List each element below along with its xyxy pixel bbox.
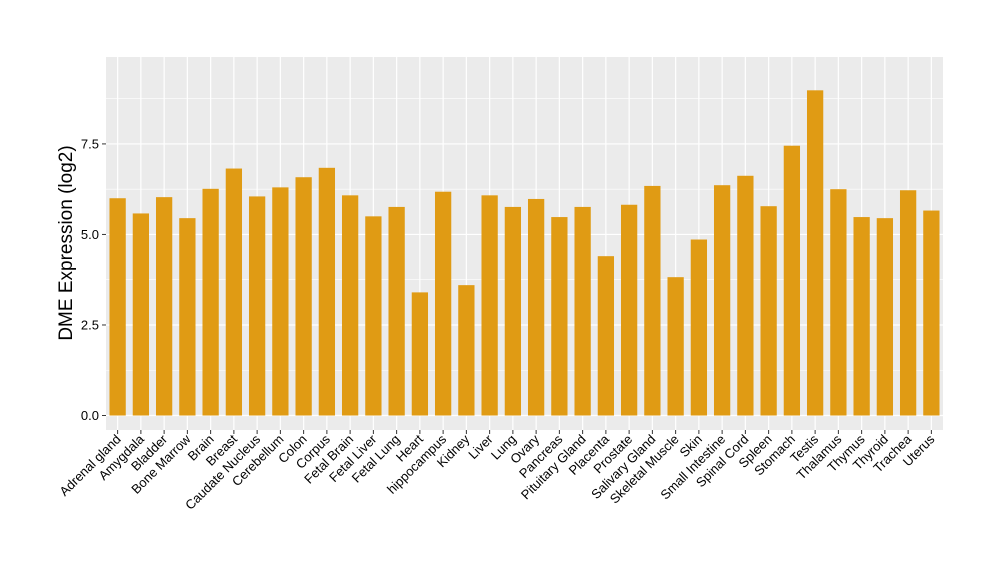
y-axis-title: DME Expression (log2) [56, 145, 77, 340]
x-tick-label: Liver [465, 431, 496, 462]
bar [132, 213, 150, 416]
y-tick-label: 2.5 [81, 317, 99, 332]
bar [458, 285, 475, 416]
bar [620, 204, 638, 416]
bar [504, 206, 522, 416]
bar [690, 239, 708, 416]
bar [853, 217, 870, 416]
y-axis: 0.0 2.5 5.0 7.5 [81, 136, 106, 423]
bar [713, 185, 731, 416]
y-tick-label: 5.0 [81, 227, 99, 242]
bar [225, 168, 243, 416]
bar [248, 196, 266, 416]
bar [830, 189, 847, 416]
plot-panel [106, 57, 943, 430]
bar [551, 217, 568, 416]
y-tick-label: 0.0 [81, 408, 99, 423]
bar [574, 206, 591, 416]
bar [434, 191, 452, 416]
bar [481, 195, 498, 416]
bar [527, 198, 545, 416]
y-tick-label: 7.5 [81, 136, 99, 151]
bar [365, 216, 382, 416]
bar [783, 145, 801, 416]
bar [411, 292, 429, 416]
bar [899, 190, 917, 416]
bar [155, 197, 173, 416]
bar [737, 175, 754, 416]
bar [179, 218, 196, 416]
bars [109, 90, 940, 416]
bar [597, 256, 615, 416]
bar [295, 177, 312, 416]
bar [388, 206, 405, 416]
minor-gridlines [106, 98, 943, 371]
bar [109, 198, 126, 416]
bar [923, 210, 940, 416]
bar [318, 167, 336, 416]
bar [667, 277, 684, 416]
bar [876, 218, 894, 416]
bar [272, 187, 289, 416]
bar [644, 185, 661, 416]
bar [760, 206, 777, 416]
bar [202, 188, 219, 416]
bar [341, 195, 359, 416]
bar [806, 90, 824, 416]
